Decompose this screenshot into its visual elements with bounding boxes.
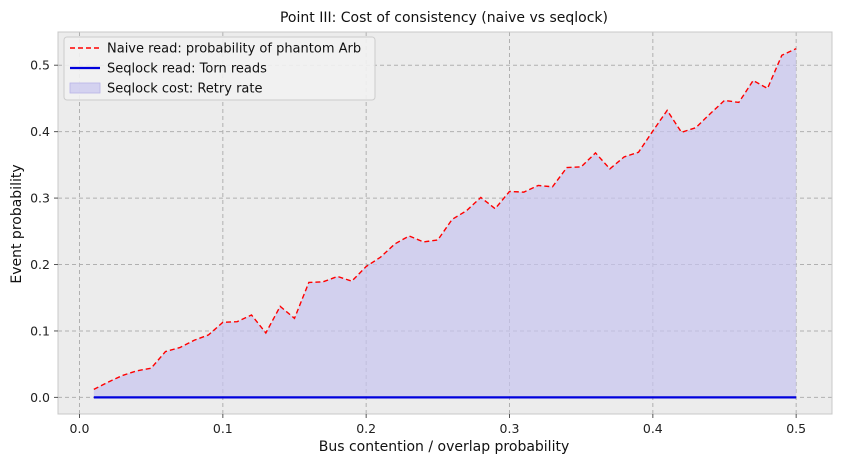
x-tick-label: 0.4 [643, 421, 663, 436]
y-tick-label: 0.0 [30, 390, 50, 405]
x-axis-ticks: 0.0 0.1 0.2 0.3 0.4 0.5 [70, 414, 806, 436]
y-tick-label: 0.5 [30, 58, 50, 73]
legend-swatch-retry [69, 82, 101, 94]
legend: Naive read: probability of phantom Arb Se… [63, 36, 376, 101]
x-tick-label: 0.2 [356, 421, 376, 436]
legend-label-retry: Seqlock cost: Retry rate [107, 82, 262, 97]
retry-rate-area-layer [93, 48, 797, 398]
legend-label-torn: Seqlock read: Torn reads [107, 62, 267, 77]
y-axis-label: Event probability [9, 164, 25, 283]
x-tick-label: 0.1 [213, 421, 233, 436]
x-tick-label: 0.5 [786, 421, 806, 436]
legend-box [63, 36, 376, 101]
y-tick-label: 0.4 [30, 124, 50, 139]
x-tick-label: 0.0 [70, 421, 90, 436]
chart-title: Point III: Cost of consistency (naive vs… [280, 10, 608, 26]
plot-frame [57, 31, 833, 415]
y-axis-ticks: 0.0 0.1 0.2 0.3 0.4 0.5 [30, 58, 58, 405]
y-tick-label: 0.1 [30, 323, 50, 338]
y-tick-label: 0.3 [30, 191, 50, 206]
x-tick-label: 0.3 [500, 421, 520, 436]
naive-read-line [93, 47, 797, 391]
retry-rate-area [93, 48, 797, 398]
legend-label-naive: Naive read: probability of phantom Arb [107, 42, 361, 57]
series-lines-layer [93, 47, 797, 399]
y-tick-label: 0.2 [30, 257, 50, 272]
x-axis-label: Bus contention / overlap probability [319, 439, 570, 455]
